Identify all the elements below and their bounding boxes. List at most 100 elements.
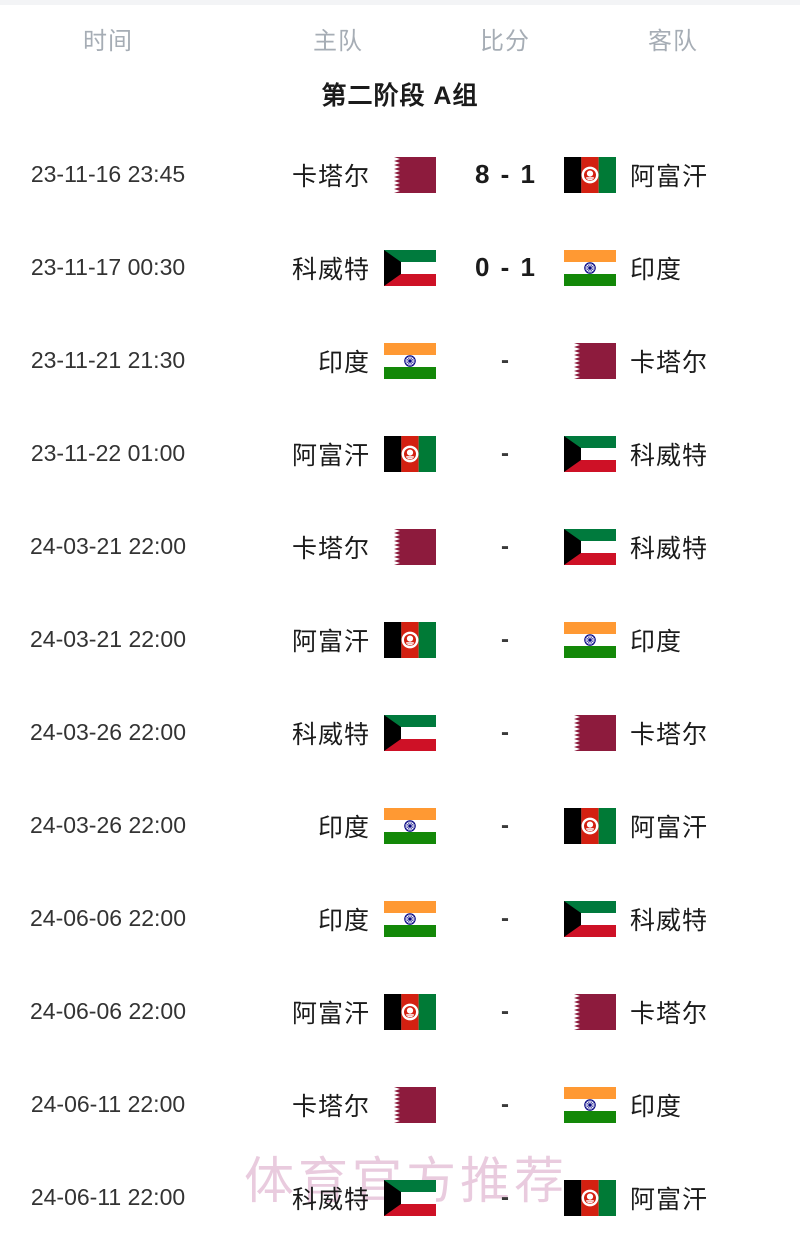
home-team-name: 印度	[317, 906, 370, 935]
match-row[interactable]: 24-03-21 22:00 卡塔尔 - 科威特	[0, 500, 800, 593]
away-team-name: 阿富汗	[630, 162, 709, 191]
away-team-name: 科威特	[630, 441, 709, 470]
home-team[interactable]: 卡塔尔	[236, 128, 444, 221]
match-time: 24-03-21 22:00	[29, 533, 186, 559]
match-score: -	[501, 625, 511, 653]
away-team-name: 阿富汗	[630, 813, 709, 842]
home-team[interactable]: 科威特	[236, 1151, 444, 1233]
home-team[interactable]: 科威特	[236, 686, 444, 779]
flag-india-icon	[384, 807, 436, 844]
home-team-name: 卡塔尔	[291, 1092, 370, 1121]
away-team-name: 印度	[630, 627, 683, 656]
flag-qatar-icon	[384, 156, 436, 193]
away-team-name: 科威特	[630, 534, 709, 563]
home-team[interactable]: 阿富汗	[236, 407, 444, 500]
away-team[interactable]: 阿富汗	[560, 779, 790, 872]
match-time: 24-06-06 22:00	[29, 905, 186, 931]
match-row[interactable]: 23-11-17 00:30 科威特 0 - 1 印度	[0, 221, 800, 314]
away-team-name: 阿富汗	[630, 1185, 709, 1214]
flag-qatar-icon	[564, 342, 616, 379]
home-team[interactable]: 印度	[236, 872, 444, 965]
column-header-home: 主队	[313, 27, 363, 55]
column-header: 时间 主队 比分 客队	[0, 5, 800, 71]
match-row[interactable]: 24-03-26 22:00 科威特 - 卡塔尔	[0, 686, 800, 779]
away-team-name: 科威特	[630, 906, 709, 935]
match-row[interactable]: 23-11-16 23:45 卡塔尔 8 - 1	[0, 128, 800, 221]
flag-qatar-icon	[384, 528, 436, 565]
away-team[interactable]: 科威特	[560, 500, 790, 593]
flag-qatar-icon	[384, 1086, 436, 1123]
match-time: 23-11-17 00:30	[30, 254, 186, 280]
flag-afghanistan-icon	[564, 1179, 616, 1216]
home-team-name: 阿富汗	[291, 999, 370, 1028]
column-header-score: 比分	[480, 27, 530, 55]
match-row[interactable]: 24-06-06 22:00 阿富汗 -	[0, 965, 800, 1058]
column-header-away: 客队	[648, 27, 698, 55]
match-time: 23-11-16 23:45	[30, 161, 186, 187]
match-row[interactable]: 23-11-22 01:00 阿富汗 -	[0, 407, 800, 500]
away-team[interactable]: 科威特	[560, 872, 790, 965]
home-team[interactable]: 卡塔尔	[236, 500, 444, 593]
flag-afghanistan-icon	[564, 807, 616, 844]
match-score: -	[501, 904, 511, 932]
flag-kuwait-icon	[564, 900, 616, 937]
flag-kuwait-icon	[564, 435, 616, 472]
match-time: 24-03-21 22:00	[29, 626, 186, 652]
home-team-name: 科威特	[291, 720, 370, 749]
home-team-name: 卡塔尔	[291, 162, 370, 191]
match-row[interactable]: 24-06-11 22:00 卡塔尔 - 印度	[0, 1058, 800, 1151]
match-score: 8 - 1	[474, 159, 538, 189]
flag-india-icon	[384, 342, 436, 379]
match-row[interactable]: 24-03-26 22:00 印度 -	[0, 779, 800, 872]
away-team[interactable]: 阿富汗	[560, 1151, 790, 1233]
away-team[interactable]: 印度	[560, 593, 790, 686]
match-time: 24-06-11 22:00	[30, 1091, 186, 1117]
home-team[interactable]: 阿富汗	[236, 965, 444, 1058]
flag-kuwait-icon	[384, 249, 436, 286]
match-row[interactable]: 23-11-21 21:30 印度 - 卡塔尔	[0, 314, 800, 407]
flag-kuwait-icon	[384, 1179, 436, 1216]
match-score: -	[501, 439, 511, 467]
home-team-name: 科威特	[291, 255, 370, 284]
match-time: 23-11-21 21:30	[30, 347, 186, 373]
match-list: 23-11-16 23:45 卡塔尔 8 - 1	[0, 128, 800, 1233]
match-score: -	[501, 532, 511, 560]
match-score: 0 - 1	[474, 252, 538, 282]
away-team-name: 卡塔尔	[630, 348, 709, 377]
home-team[interactable]: 印度	[236, 779, 444, 872]
home-team[interactable]: 阿富汗	[236, 593, 444, 686]
home-team[interactable]: 卡塔尔	[236, 1058, 444, 1151]
flag-afghanistan-icon	[384, 435, 436, 472]
away-team[interactable]: 卡塔尔	[560, 686, 790, 779]
match-score: -	[501, 1183, 511, 1211]
home-team-name: 阿富汗	[291, 441, 370, 470]
match-score: -	[501, 346, 511, 374]
match-time: 24-06-11 22:00	[30, 1184, 186, 1210]
flag-india-icon	[564, 621, 616, 658]
match-row[interactable]: 24-03-21 22:00 阿富汗 -	[0, 593, 800, 686]
flag-india-icon	[564, 249, 616, 286]
match-score: -	[501, 1090, 511, 1118]
away-team[interactable]: 卡塔尔	[560, 314, 790, 407]
home-team-name: 印度	[317, 348, 370, 377]
home-team-name: 印度	[317, 813, 370, 842]
home-team[interactable]: 印度	[236, 314, 444, 407]
flag-qatar-icon	[564, 993, 616, 1030]
match-row[interactable]: 24-06-06 22:00 印度 - 科威特	[0, 872, 800, 965]
away-team[interactable]: 印度	[560, 221, 790, 314]
home-team-name: 科威特	[291, 1185, 370, 1214]
away-team[interactable]: 印度	[560, 1058, 790, 1151]
group-title: 第二阶段 A组	[321, 82, 479, 110]
match-row[interactable]: 24-06-11 22:00 科威特 -	[0, 1151, 800, 1233]
away-team-name: 卡塔尔	[630, 720, 709, 749]
match-time: 23-11-22 01:00	[30, 440, 186, 466]
flag-kuwait-icon	[564, 528, 616, 565]
column-header-time: 时间	[83, 27, 133, 55]
away-team[interactable]: 卡塔尔	[560, 965, 790, 1058]
flag-afghanistan-icon	[384, 621, 436, 658]
away-team[interactable]: 科威特	[560, 407, 790, 500]
away-team[interactable]: 阿富汗	[560, 128, 790, 221]
match-score: -	[501, 718, 511, 746]
home-team[interactable]: 科威特	[236, 221, 444, 314]
